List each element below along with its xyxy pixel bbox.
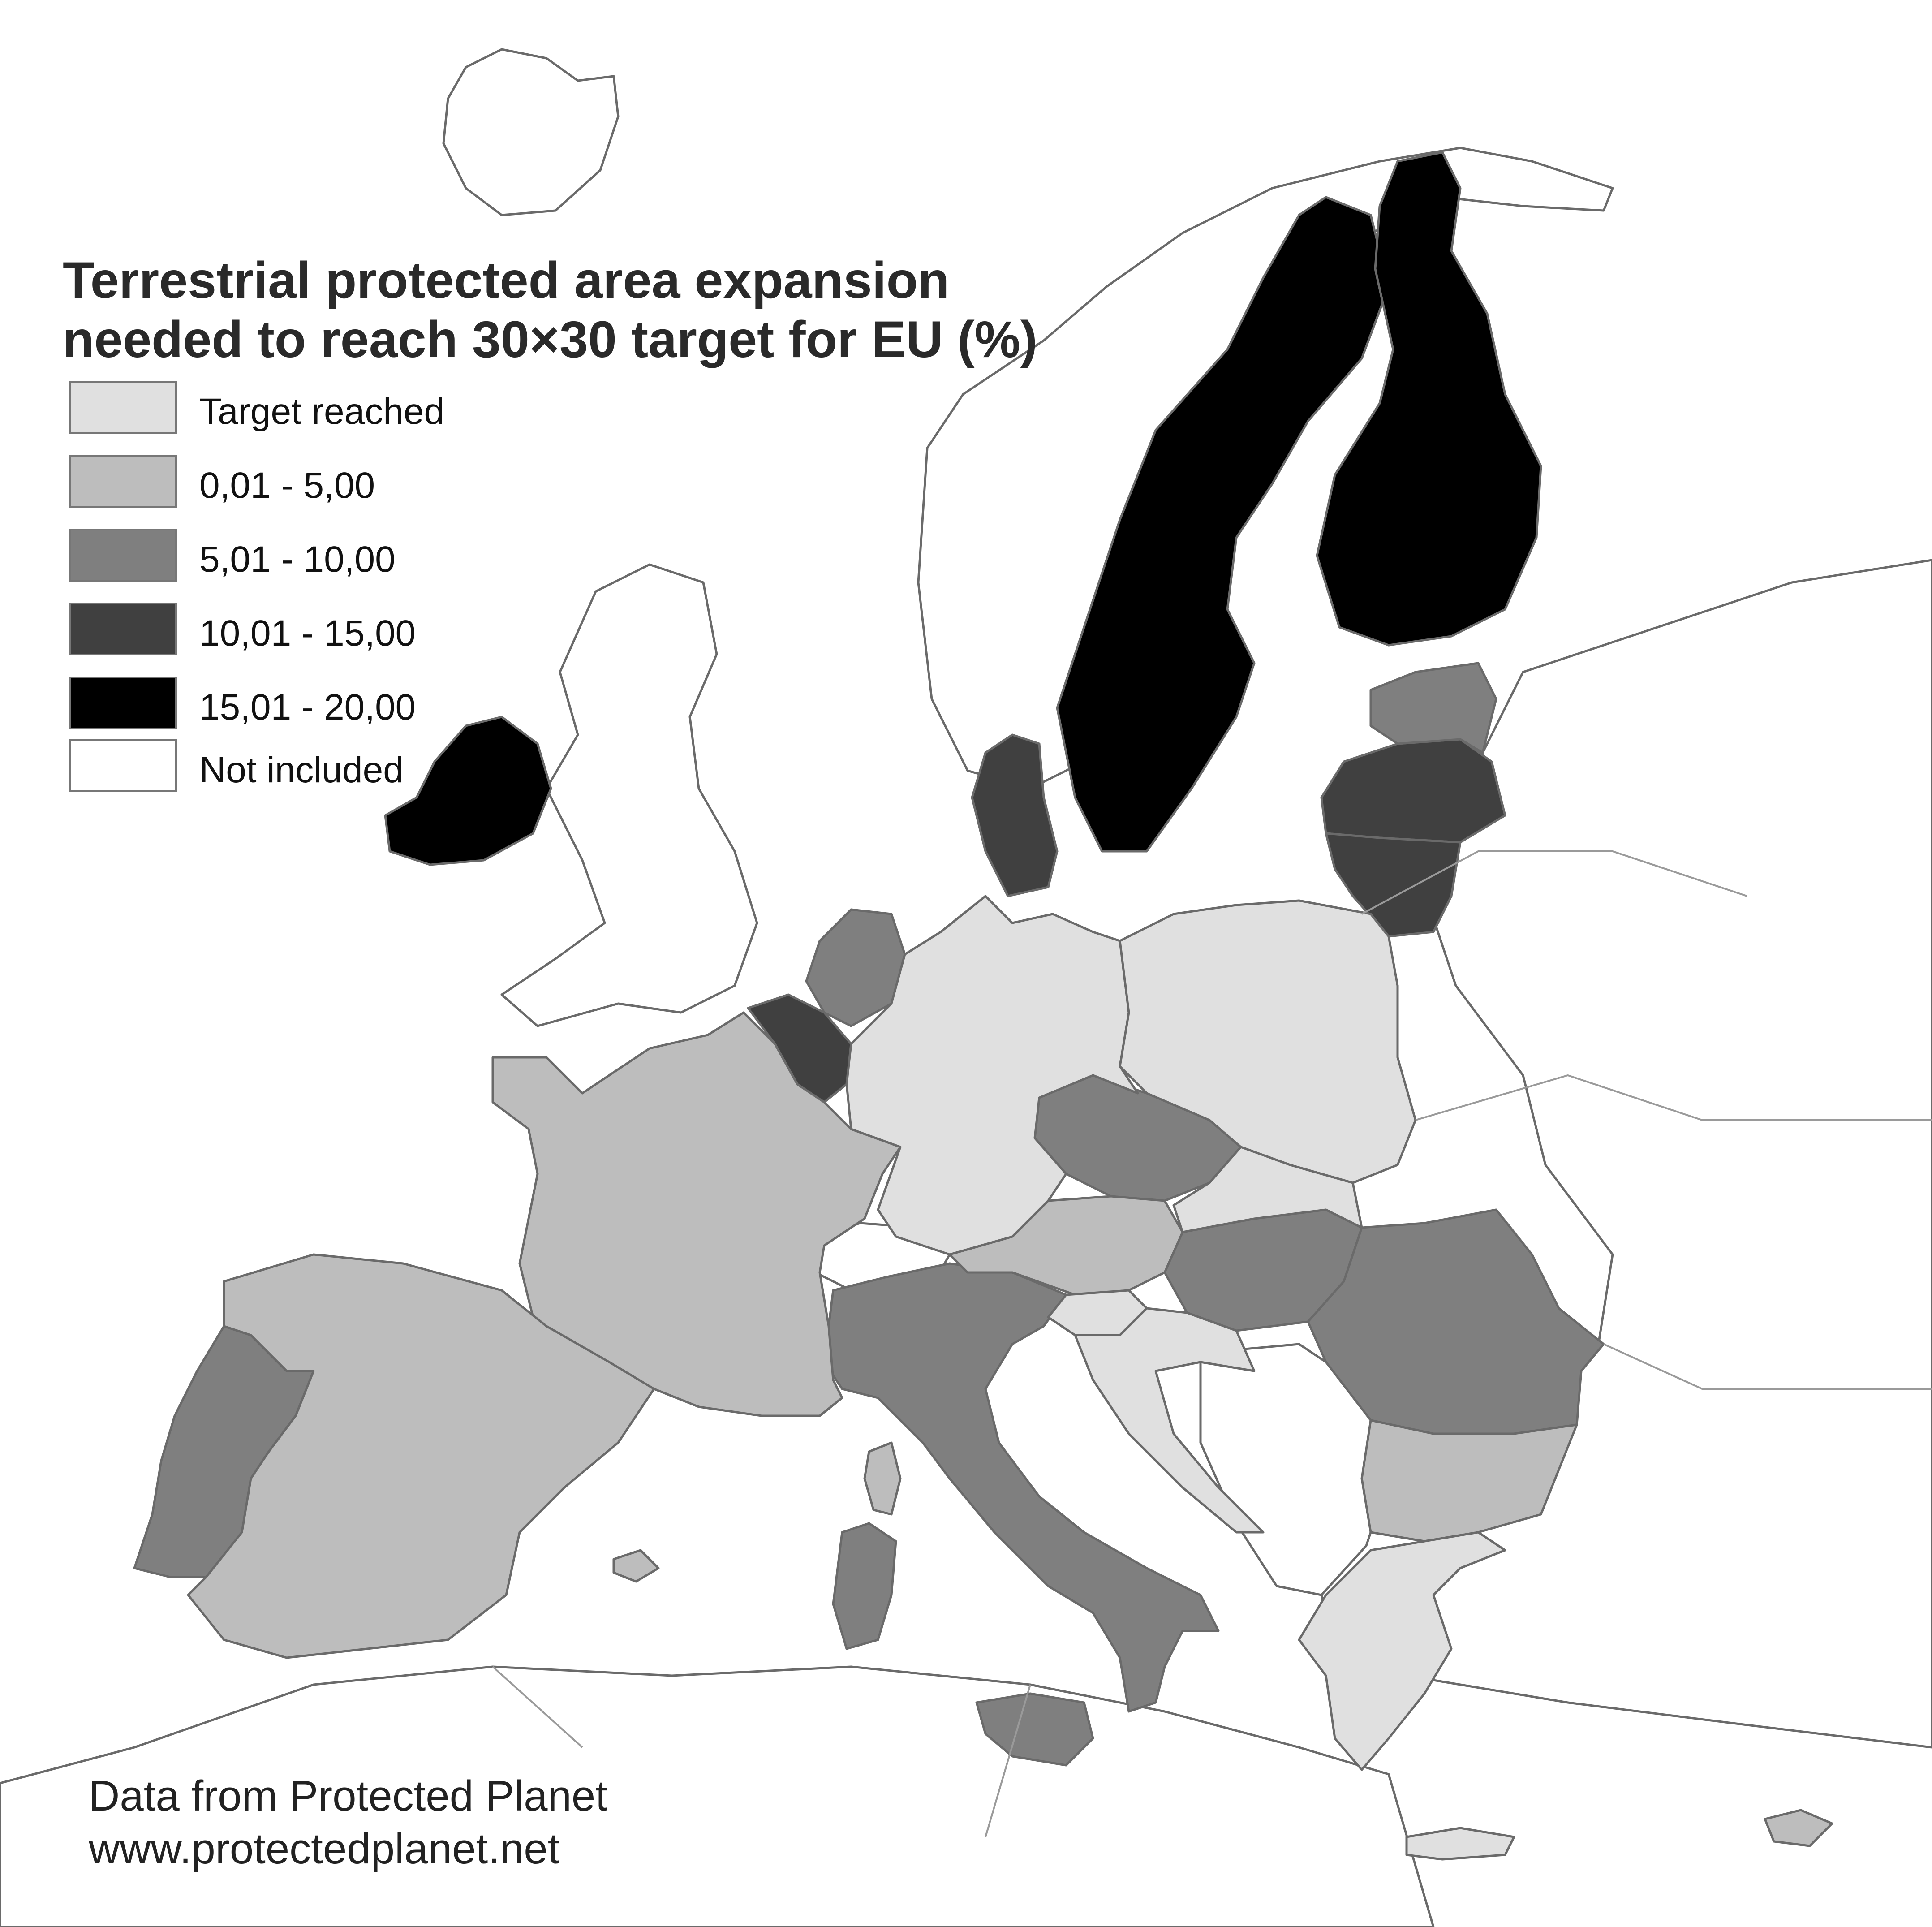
finland: [1316, 151, 1542, 647]
germany: [845, 895, 1139, 1256]
sweden: [1056, 196, 1390, 853]
legend-label: 15,01 - 20,00: [199, 687, 416, 728]
legend-swatch: [69, 455, 177, 508]
legend-label: 0,01 - 5,00: [199, 465, 375, 506]
source-url: www.protectedplanet.net: [89, 1825, 560, 1873]
ireland: [384, 716, 552, 866]
great-britain: [500, 563, 758, 1027]
legend-swatch: [69, 603, 177, 655]
legend-label: 5,01 - 10,00: [199, 539, 396, 580]
legend-swatch: [69, 529, 177, 582]
legend-label: Not included: [199, 750, 404, 790]
source-line-1: Data from Protected Planet: [89, 1772, 607, 1820]
balearics: [612, 1549, 660, 1583]
latvia: [1320, 738, 1506, 844]
croatia: [1074, 1307, 1265, 1534]
title-line-2: needed to reach 30×30 target for EU (%): [63, 311, 1038, 368]
sardinia: [832, 1522, 897, 1650]
corsica: [863, 1441, 902, 1516]
legend-swatch: [69, 677, 177, 729]
crete: [1405, 1827, 1515, 1861]
denmark: [971, 733, 1059, 897]
bulgaria: [1360, 1419, 1578, 1543]
map-title: Terrestrial protected area expansion nee…: [63, 251, 1183, 369]
lithuania: [1325, 832, 1462, 938]
romania: [1307, 1208, 1605, 1435]
spain: [187, 1253, 655, 1659]
legend-swatch: [69, 381, 177, 434]
border-lines: [492, 850, 1932, 1837]
data-source: Data from Protected Planet www.protected…: [89, 1770, 607, 1875]
slovakia: [1172, 1146, 1363, 1233]
greece: [1298, 1531, 1506, 1771]
sicily: [975, 1692, 1094, 1767]
title-line-1: Terrestrial protected area expansion: [63, 252, 950, 309]
legend-label: 10,01 - 15,00: [199, 613, 416, 654]
legend-label: Target reached: [199, 391, 445, 432]
legend-swatch: [69, 739, 177, 792]
estonia: [1369, 662, 1497, 754]
iceland: [442, 48, 620, 216]
cyprus: [1764, 1809, 1833, 1847]
poland: [1119, 899, 1417, 1184]
